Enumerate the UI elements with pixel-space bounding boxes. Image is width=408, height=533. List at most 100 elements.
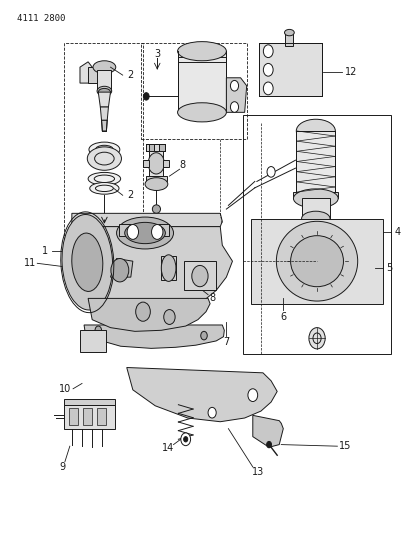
Text: 15: 15 [339,441,352,451]
Circle shape [201,332,207,340]
Polygon shape [251,219,383,304]
Ellipse shape [177,42,226,61]
Circle shape [264,45,273,58]
Polygon shape [259,43,322,96]
Ellipse shape [90,182,119,194]
Polygon shape [149,151,163,176]
Ellipse shape [293,189,338,208]
Polygon shape [64,399,115,405]
Ellipse shape [284,29,294,36]
Polygon shape [253,415,283,447]
Ellipse shape [276,221,358,301]
Text: 4111 2800: 4111 2800 [17,14,65,23]
Circle shape [127,224,139,239]
Circle shape [164,310,175,325]
Polygon shape [184,261,216,290]
Ellipse shape [148,153,164,174]
Polygon shape [143,160,149,166]
Polygon shape [159,144,165,151]
Ellipse shape [89,142,120,157]
Ellipse shape [145,177,168,190]
Polygon shape [88,67,100,83]
Text: 8: 8 [180,160,186,171]
Bar [243,115,391,354]
Ellipse shape [177,103,226,122]
Text: 4: 4 [394,227,400,237]
Polygon shape [161,256,175,280]
Polygon shape [72,213,222,227]
Text: 5: 5 [386,263,392,273]
Polygon shape [64,405,115,429]
Circle shape [264,82,273,95]
Circle shape [136,302,150,321]
Ellipse shape [296,119,335,143]
Ellipse shape [302,211,330,226]
Ellipse shape [152,205,160,213]
Polygon shape [296,131,335,192]
Circle shape [231,102,239,112]
Text: 8: 8 [209,293,215,303]
Circle shape [248,389,258,401]
Text: 11: 11 [24,259,36,268]
Text: 12: 12 [345,68,357,77]
Ellipse shape [117,217,173,249]
Circle shape [184,437,188,442]
Text: 14: 14 [162,443,174,453]
Ellipse shape [88,172,121,185]
Polygon shape [146,176,166,181]
Bar [141,43,247,139]
Text: 3: 3 [154,49,160,59]
Polygon shape [119,224,169,236]
Polygon shape [149,144,154,151]
Circle shape [181,433,191,446]
Text: 2: 2 [127,70,133,80]
Bar [97,408,106,425]
Circle shape [266,441,271,448]
Ellipse shape [62,214,113,310]
Circle shape [144,93,149,100]
Circle shape [309,328,325,349]
Polygon shape [100,107,109,120]
Ellipse shape [111,259,129,282]
Polygon shape [88,298,210,332]
Circle shape [192,265,208,287]
Ellipse shape [95,146,113,154]
Polygon shape [177,51,226,112]
Bar [69,408,78,425]
Text: 6: 6 [280,312,286,322]
Bar [64,43,143,243]
Text: 7: 7 [223,337,229,347]
Text: 1: 1 [42,246,48,255]
Polygon shape [72,227,233,317]
Ellipse shape [72,233,103,292]
Polygon shape [84,325,224,349]
Circle shape [267,166,275,177]
Ellipse shape [98,88,111,96]
Ellipse shape [87,147,122,170]
Polygon shape [226,78,247,112]
Ellipse shape [93,61,116,74]
Bar [83,408,92,425]
Polygon shape [163,160,169,166]
Text: 2: 2 [127,190,133,200]
Polygon shape [98,92,111,107]
Polygon shape [146,144,165,151]
Circle shape [231,80,239,91]
Polygon shape [127,368,277,422]
Polygon shape [302,198,330,219]
Polygon shape [111,259,133,277]
Bar [285,33,293,46]
Circle shape [264,63,273,76]
Polygon shape [98,70,111,91]
Polygon shape [102,120,107,131]
Circle shape [95,326,102,335]
Ellipse shape [161,255,176,281]
Ellipse shape [97,86,112,96]
Text: 9: 9 [60,463,66,472]
Ellipse shape [125,222,165,244]
Polygon shape [80,330,106,352]
Polygon shape [293,192,338,198]
Circle shape [151,224,163,239]
Polygon shape [80,62,94,83]
Circle shape [208,407,216,418]
